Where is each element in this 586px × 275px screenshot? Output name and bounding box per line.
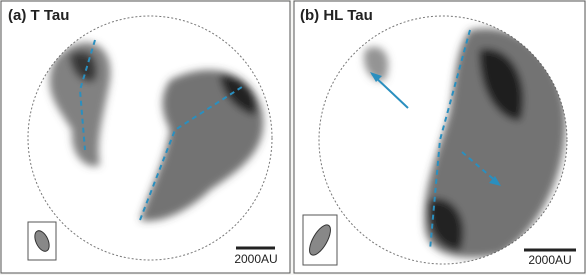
- panel-label: (a) T Tau: [8, 7, 69, 24]
- panel-b: (b) HL Tau 2000AU: [294, 1, 585, 273]
- figure: (a) T Tau 2000AU (b) HL Tau 2000AU: [0, 0, 586, 275]
- panel-a: (a) T Tau 2000AU: [1, 1, 290, 273]
- scale-label: 2000AU: [234, 252, 277, 266]
- scale-label: 2000AU: [528, 253, 571, 267]
- panel-label: (b) HL Tau: [300, 7, 373, 24]
